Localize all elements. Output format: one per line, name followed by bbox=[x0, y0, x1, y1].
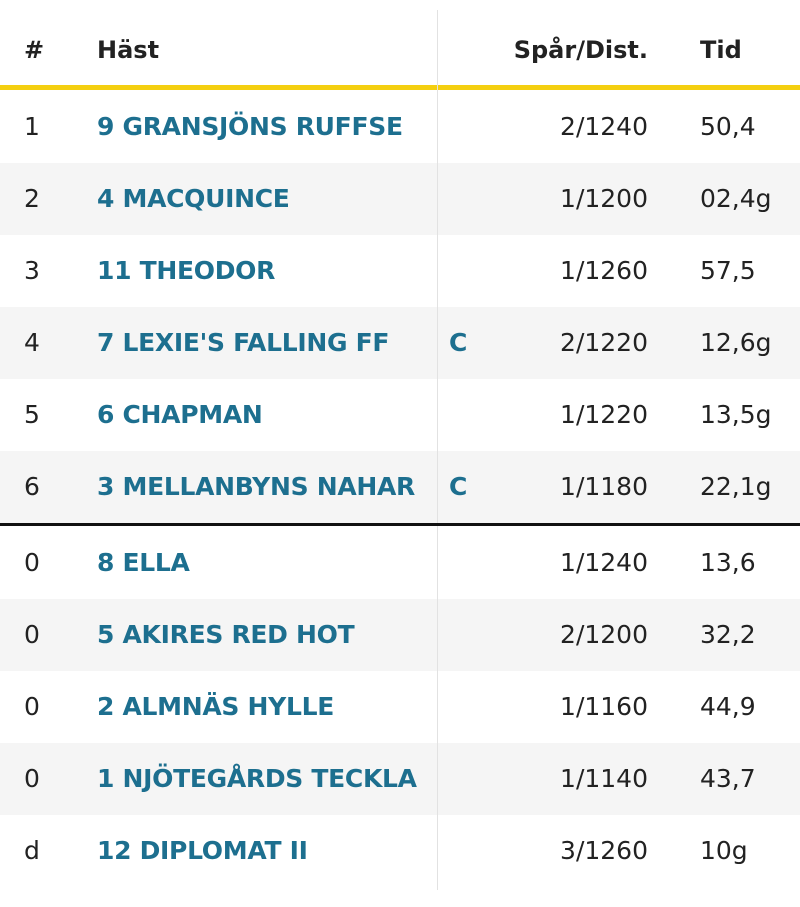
place-cell: 1 bbox=[24, 112, 40, 141]
time-cell: 10g bbox=[700, 836, 748, 865]
dist-cell: 1/1220 bbox=[560, 400, 648, 429]
horse-name: 5 AKIRES RED HOT bbox=[97, 620, 355, 649]
table-row bbox=[0, 815, 800, 887]
horse-name: 7 LEXIE'S FALLING FF bbox=[97, 328, 390, 357]
horse-name: 4 MACQUINCE bbox=[97, 184, 290, 213]
table-row bbox=[0, 451, 800, 523]
place-cell: 5 bbox=[24, 400, 40, 429]
header-cell: Tid bbox=[700, 36, 742, 64]
place-cell: d bbox=[24, 836, 40, 865]
dist-cell: 2/1220 bbox=[560, 328, 648, 357]
header-cell: Spår/Dist. bbox=[513, 36, 648, 64]
dist-cell: 3/1260 bbox=[560, 836, 648, 865]
table-row bbox=[0, 163, 800, 235]
table-row bbox=[0, 671, 800, 743]
time-cell: 22,1g bbox=[700, 472, 772, 501]
dist-cell: 2/1240 bbox=[560, 112, 648, 141]
place-cell: 0 bbox=[24, 692, 40, 721]
time-cell: 32,2 bbox=[700, 620, 756, 649]
time-cell: 12,6g bbox=[700, 328, 772, 357]
dist-cell: 1/1240 bbox=[560, 548, 648, 577]
dist-cell: 2/1200 bbox=[560, 620, 648, 649]
time-cell: 13,6 bbox=[700, 548, 756, 577]
place-cell: 3 bbox=[24, 256, 40, 285]
header-underline bbox=[0, 85, 800, 90]
place-cell: 4 bbox=[24, 328, 40, 357]
time-cell: 44,9 bbox=[700, 692, 756, 721]
horse-name: 1 NJÖTEGÅRDS TECKLA bbox=[97, 764, 417, 793]
time-cell: 02,4g bbox=[700, 184, 772, 213]
place-cell: 0 bbox=[24, 764, 40, 793]
dist-cell: 1/1140 bbox=[560, 764, 648, 793]
dist-cell: 1/1180 bbox=[560, 472, 648, 501]
dist-cell: 1/1160 bbox=[560, 692, 648, 721]
horse-name: 3 MELLANBYNS NAHAR bbox=[97, 472, 416, 501]
horse-name: 12 DIPLOMAT II bbox=[97, 836, 308, 865]
place-cell: 6 bbox=[24, 472, 40, 501]
group-separator bbox=[0, 523, 800, 526]
place-cell: 0 bbox=[24, 548, 40, 577]
dist-cell: 1/1200 bbox=[560, 184, 648, 213]
time-cell: 13,5g bbox=[700, 400, 772, 429]
table-row bbox=[0, 527, 800, 599]
horse-name: 2 ALMNÄS HYLLE bbox=[97, 692, 334, 721]
table-row bbox=[0, 235, 800, 307]
horse-name: 6 CHAPMAN bbox=[97, 400, 263, 429]
table-row bbox=[0, 91, 800, 163]
dist-cell: 1/1260 bbox=[560, 256, 648, 285]
horse-name: 11 THEODOR bbox=[97, 256, 276, 285]
time-cell: 57,5 bbox=[700, 256, 756, 285]
time-cell: 50,4 bbox=[700, 112, 756, 141]
table-row bbox=[0, 599, 800, 671]
header-cell: Häst bbox=[97, 36, 160, 64]
place-cell: 2 bbox=[24, 184, 40, 213]
header-cell: # bbox=[24, 36, 45, 64]
horse-name: 8 ELLA bbox=[97, 548, 190, 577]
table-row bbox=[0, 307, 800, 379]
table-row bbox=[0, 743, 800, 815]
table-row bbox=[0, 379, 800, 451]
column-divider bbox=[437, 10, 438, 890]
horse-name: 9 GRANSJÖNS RUFFSE bbox=[97, 112, 403, 141]
time-cell: 43,7 bbox=[700, 764, 756, 793]
horse-mark: C bbox=[449, 328, 468, 357]
horse-mark: C bbox=[449, 472, 468, 501]
place-cell: 0 bbox=[24, 620, 40, 649]
